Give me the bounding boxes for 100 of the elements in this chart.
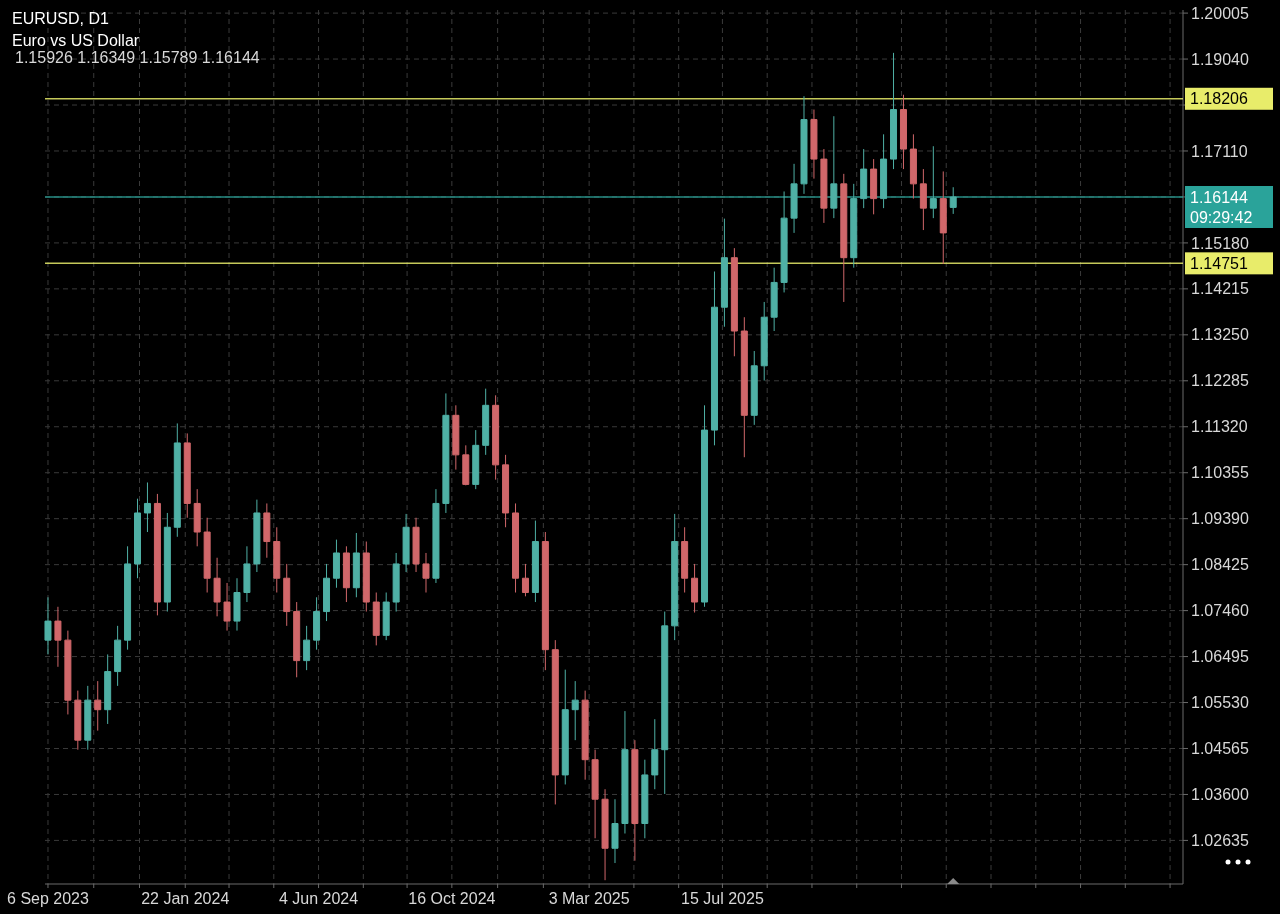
y-tick-label: 1.12285 [1191,372,1249,390]
candlestick [681,526,689,594]
x-tick-label: 3 Mar 2025 [548,890,630,907]
candlestick [750,350,758,426]
y-tick-label: 1.11320 [1191,418,1248,436]
x-tick-label: 15 Jul 2025 [681,890,764,907]
y-tick-label: 1.15180 [1191,234,1249,252]
candlestick [701,404,709,608]
candlestick [581,690,589,781]
y-tick-label: 1.09390 [1191,510,1249,528]
candlestick [94,680,102,732]
candlestick [153,493,161,616]
candlestick [870,158,878,215]
candlestick [531,520,539,603]
candlestick [631,739,639,862]
candlestick [939,170,947,265]
candlestick [54,606,62,668]
candlestick [382,592,390,641]
candlestick [780,190,788,293]
candlestick [84,685,92,751]
candlestick [472,429,480,490]
candlestick [422,552,430,594]
x-tick-label: 6 Sep 2023 [7,890,90,907]
candlestick [840,173,848,303]
candlestick [790,163,798,234]
x-tick-label: 4 Jun 2024 [278,890,359,907]
candlestick [909,133,917,200]
candlestick [412,517,420,573]
candlestick [332,539,340,589]
y-tick-label: 1.14215 [1191,280,1249,298]
candlestick [571,680,579,741]
candlestick [352,532,360,598]
ref-line-label: 1.16144 09:29:42 [1190,188,1253,226]
candlestick [213,557,221,617]
candlestick [452,404,460,471]
y-tick-label: 1.07460 [1191,602,1249,620]
candlestick [303,625,311,671]
candlestick [183,432,191,519]
candlestick [104,653,112,725]
candlestick [541,531,549,671]
candlestick [432,488,440,584]
candlestick [233,577,241,632]
candlestick [860,148,868,209]
candlestick [651,718,659,790]
candlestick [601,788,609,881]
candlestick [691,563,699,614]
candlestick [800,95,808,195]
candlestick [263,502,271,559]
candlestick [929,145,937,219]
candlestick [502,454,510,528]
candlestick [820,148,828,224]
candlestick [561,669,569,785]
candlestick [203,517,211,594]
candlestick [890,52,898,170]
candlestick [362,541,370,613]
candlestick [641,759,649,839]
text: Euro vs US Dollar [12,32,140,49]
candlestick [661,611,669,795]
y-tick-label: 1.17110 [1191,142,1248,160]
candlestick [243,545,251,603]
candlestick [770,267,778,332]
y-tick-label: 1.13250 [1191,326,1249,344]
candlestick [143,481,151,533]
y-tick-label: 1.06495 [1191,648,1249,666]
candlestick [223,582,231,632]
ref-line-label: 1.14751 [1190,254,1248,272]
candlestick [591,749,599,839]
annotation: 1.15926 1.16349 1.15789 1.16144 [15,49,260,66]
candlestick [283,563,291,627]
candlestick [671,513,679,641]
x-tick-label: 22 Jan 2024 [141,890,230,907]
y-tick-label: 1.08425 [1191,556,1249,574]
candlestick [462,444,470,486]
candlestick [492,394,500,481]
y-tick-label: 1.10355 [1191,464,1249,482]
candlestick [899,94,907,170]
candlestick [880,133,888,209]
y-tick-label: 1.05530 [1191,694,1249,712]
candlestick [253,499,261,573]
candlestick [114,625,122,687]
candlestick [392,552,400,613]
y-tick-label: 1.04565 [1191,740,1249,758]
candlestick [193,488,201,547]
candlestick [313,596,321,651]
y-tick-label: 1.20005 [1191,4,1249,22]
candlestick [710,270,718,446]
chart-title: EURUSD, D1 [12,10,110,27]
candlestick [64,630,72,715]
candlestick [919,168,927,231]
candlestick [293,601,301,678]
y-tick-label: 1.02635 [1191,832,1249,850]
candlestick [124,545,132,651]
candlestick [482,388,490,456]
candlestick [810,109,818,180]
candlestick [949,186,957,215]
candlestick [372,592,380,646]
x-tick-label: 16 Oct 2024 [408,890,496,907]
candlestick [44,596,52,655]
candlestick [442,392,450,514]
candlestick [74,690,82,751]
